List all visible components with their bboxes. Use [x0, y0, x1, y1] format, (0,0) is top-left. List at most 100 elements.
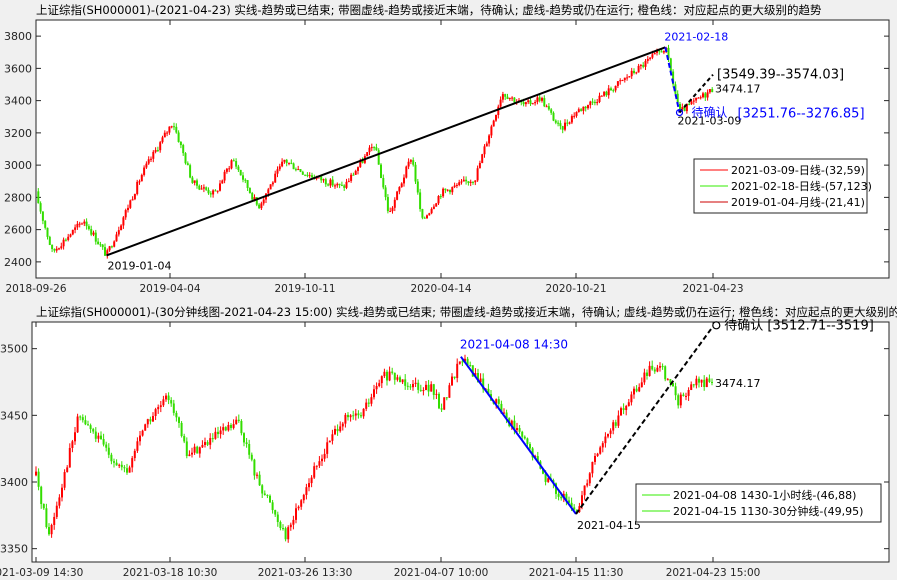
candle-body — [223, 171, 226, 181]
candle-body — [283, 159, 286, 162]
candle-body — [662, 50, 665, 53]
candle-body — [92, 429, 95, 432]
x-tick-label: 2019-10-11 — [274, 283, 335, 295]
candle-body — [499, 99, 502, 107]
candle-body — [271, 502, 274, 511]
x-tick-label: 2019-04-04 — [139, 283, 200, 295]
legend-label: 2021-04-15 1130-30分钟线-(49,95) — [673, 504, 863, 518]
candle-body — [360, 415, 362, 417]
candle-body — [352, 174, 355, 176]
candle-body — [578, 506, 581, 513]
candle-body — [607, 88, 610, 96]
candle-body — [336, 183, 339, 186]
candle-body — [458, 182, 461, 185]
candle-body — [318, 461, 321, 466]
bottom-chart-title: 上证综指(SH000001)-(30分钟线图-2021-04-23 15:00)… — [36, 305, 897, 319]
candle-body — [224, 427, 227, 431]
candle-body — [328, 440, 331, 443]
candle-body — [46, 227, 49, 237]
candle-body — [184, 153, 187, 164]
candle-body — [627, 402, 630, 406]
candle-body — [165, 395, 167, 400]
candle-body — [482, 378, 485, 390]
candle-body — [48, 236, 51, 245]
candle-body — [222, 427, 225, 431]
candle-body — [248, 443, 251, 455]
candle-body — [162, 399, 165, 406]
candle-body — [78, 223, 81, 225]
candle-body — [287, 527, 290, 540]
candle-body — [412, 383, 414, 388]
candle-body — [607, 433, 609, 437]
candle-body — [435, 393, 438, 395]
candle-body — [173, 126, 175, 128]
candle-body — [557, 122, 560, 124]
candle-body — [638, 387, 641, 392]
candle-body — [566, 122, 569, 124]
candle-body — [666, 379, 669, 381]
candle-body — [438, 393, 440, 409]
candle-body — [145, 163, 148, 168]
candle-body — [253, 197, 256, 200]
candle-body — [58, 497, 61, 506]
candle-body — [178, 417, 180, 423]
candle-body — [327, 184, 330, 186]
candle-body — [136, 441, 139, 451]
candle-body — [393, 372, 396, 380]
candle-body — [639, 65, 642, 67]
candle-body — [205, 187, 208, 190]
x-tick-label: 2021-04-23 — [682, 283, 743, 295]
candle-body — [182, 145, 185, 154]
candle-body — [635, 72, 638, 74]
candle-body — [64, 239, 67, 241]
candle-body — [127, 207, 129, 211]
candle-body — [407, 161, 410, 167]
top-chart-title: 上证综指(SH000001)-(2021-04-23) 实线-趋势或已结束; 带… — [36, 3, 822, 17]
candle-body — [649, 57, 652, 59]
candle-body — [676, 93, 679, 104]
candle-body — [422, 390, 425, 392]
candle-body — [235, 419, 238, 425]
candle-body — [591, 101, 594, 103]
candle-body — [53, 249, 56, 251]
candle-body — [209, 438, 212, 445]
candle-body — [263, 493, 266, 495]
candle-body — [334, 185, 336, 187]
candle-body — [687, 389, 690, 396]
bottom-label-last-value: 3474.17 — [715, 377, 761, 390]
candle-body — [614, 85, 617, 91]
candle-body — [211, 438, 214, 440]
y-tick-label: 3600 — [4, 62, 32, 75]
candle-body — [282, 528, 284, 530]
candle-body — [587, 105, 589, 109]
candle-body — [516, 428, 518, 431]
candle-body — [706, 92, 709, 98]
candle-body — [412, 160, 415, 165]
candle-body — [648, 365, 651, 376]
candle-body — [635, 388, 638, 392]
candle-body — [531, 103, 534, 105]
bottom-plot-area — [31, 321, 890, 563]
x-tick-label: 2020-04-14 — [410, 283, 471, 295]
candle-body — [437, 196, 440, 204]
candle-body — [465, 179, 468, 182]
candle-body — [523, 436, 526, 439]
candle-body — [711, 381, 713, 383]
candle-body — [367, 402, 370, 404]
candle-body — [40, 486, 43, 505]
candle-body — [79, 416, 82, 418]
candle-body — [605, 91, 608, 96]
candle-body — [630, 70, 633, 77]
candle-body — [522, 102, 525, 105]
bottom-trend-line-down — [460, 356, 577, 515]
candle-body — [469, 364, 472, 366]
candle-body — [336, 428, 339, 432]
candle-body — [699, 97, 702, 99]
candle-body — [612, 422, 615, 431]
candle-body — [170, 126, 173, 128]
y-tick-label: 3450 — [0, 409, 28, 422]
candle-body — [120, 464, 123, 468]
candle-body — [221, 180, 224, 184]
candle-body — [430, 384, 433, 392]
candle-body — [58, 248, 60, 250]
